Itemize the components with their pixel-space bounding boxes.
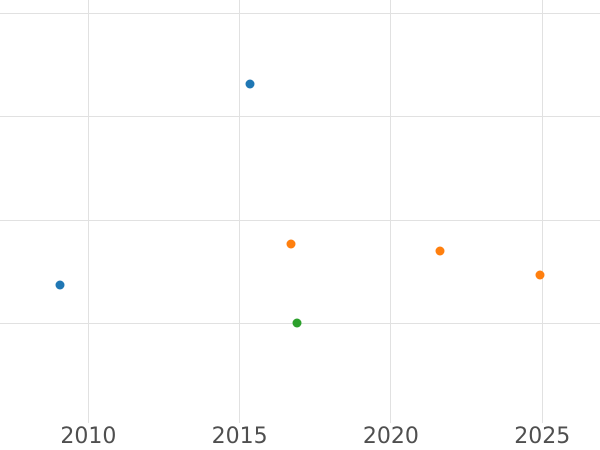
x-tick-label: 2015 bbox=[211, 424, 268, 449]
plot-area bbox=[0, 0, 600, 423]
x-gridline bbox=[87, 0, 89, 423]
data-point-series-blue bbox=[245, 79, 255, 89]
x-axis: 2010 2015 2020 2025 bbox=[0, 423, 600, 450]
x-gridline bbox=[239, 0, 241, 423]
x-gridline bbox=[541, 0, 543, 423]
y-gridline bbox=[0, 116, 600, 118]
data-point-series-orange bbox=[435, 246, 445, 256]
data-point-series-orange bbox=[286, 239, 296, 249]
y-gridline bbox=[0, 12, 600, 14]
y-gridline bbox=[0, 219, 600, 221]
data-point-series-orange bbox=[535, 270, 545, 280]
x-tick-label: 2010 bbox=[60, 424, 117, 449]
data-point-series-green bbox=[292, 318, 302, 328]
x-tick-label: 2020 bbox=[362, 424, 419, 449]
x-gridline bbox=[390, 0, 392, 423]
data-point-series-blue bbox=[55, 280, 65, 290]
x-tick-label: 2025 bbox=[514, 424, 571, 449]
